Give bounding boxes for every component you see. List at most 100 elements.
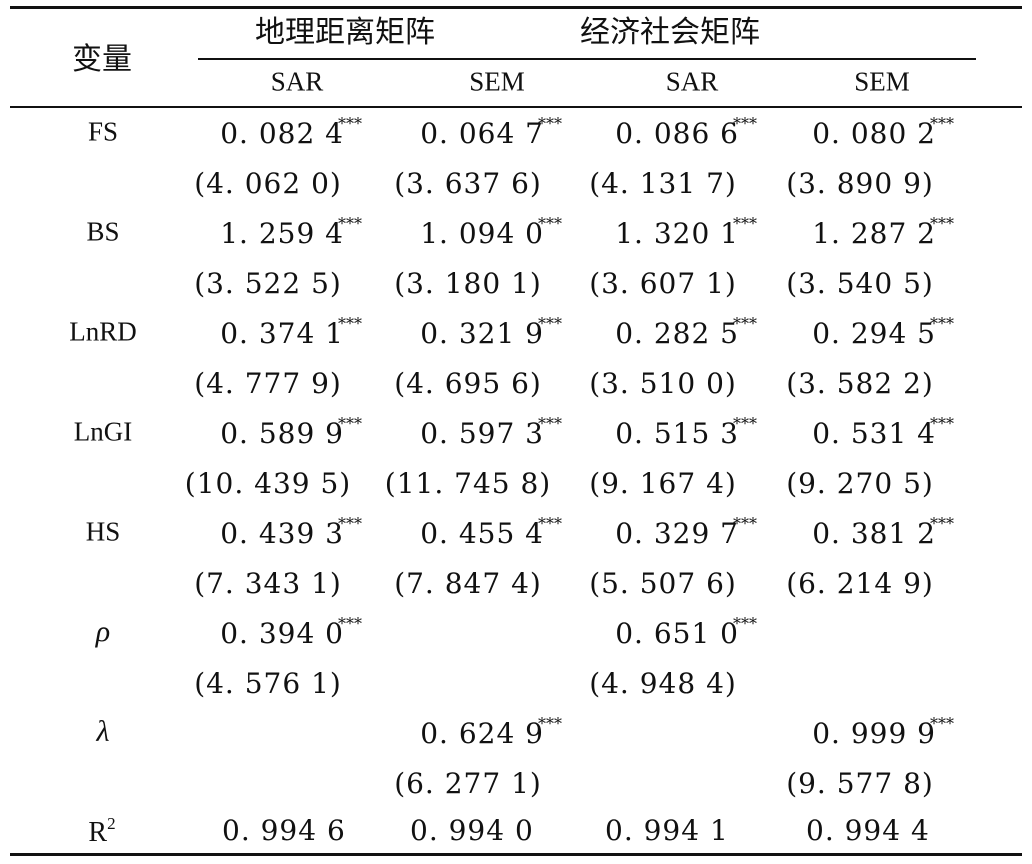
table-cell: 0. 394 0 *** (4. 576 1)	[178, 600, 378, 700]
significance-stars: ***	[733, 614, 757, 633]
table-cell: 0. 064 7 *** (3. 637 6)	[378, 100, 578, 200]
t-statistic: (3. 890 9)	[786, 167, 934, 200]
table-cell: 1. 094 0 *** (3. 180 1)	[378, 200, 578, 300]
t-statistic: (4. 948 4)	[589, 667, 737, 700]
t-statistic: (3. 180 1)	[394, 267, 542, 300]
significance-stars: ***	[338, 514, 362, 533]
t-statistic: (3. 637 6)	[394, 167, 542, 200]
geographic-distance-matrix-header: 地理距离矩阵	[255, 15, 435, 50]
coefficient-value: 0. 624 9	[420, 717, 544, 750]
table-cell: 0. 294 5 *** (3. 582 2)	[770, 300, 970, 400]
significance-stars: ***	[338, 314, 362, 333]
table-cell: 0. 531 4 *** (9. 270 5)	[770, 400, 970, 500]
table-cell: 0. 624 9 *** (6. 277 1)	[378, 700, 578, 800]
coefficient-value: 0. 589 9	[220, 417, 344, 450]
coefficient-value: 0. 651 0	[615, 617, 739, 650]
significance-stars: ***	[338, 414, 362, 433]
significance-stars: ***	[538, 214, 562, 233]
variable-name: BS	[86, 216, 120, 247]
variable-column-header: 变量	[72, 42, 132, 77]
t-statistic: (4. 062 0)	[194, 167, 342, 200]
coefficient-value: 0. 294 5	[812, 317, 936, 350]
t-statistic: (6. 277 1)	[394, 767, 542, 800]
coefficient-value: 1. 094 0	[420, 217, 544, 250]
table-row: LnGI 0. 589 9 *** (10. 439 5) 0. 597 3 *** (11…	[0, 400, 1032, 500]
model-header-sem-econ: SEM	[854, 66, 910, 97]
significance-stars: ***	[733, 314, 757, 333]
significance-stars: ***	[733, 114, 757, 133]
table-cell: 0. 515 3 *** (9. 167 4)	[573, 400, 773, 500]
variable-name: LnRD	[69, 316, 137, 347]
table-row: HS 0. 439 3 *** (7. 343 1) 0. 455 4 *** (7. 84…	[0, 500, 1032, 600]
coefficient-value: 1. 287 2	[812, 217, 936, 250]
table-cell: 0. 321 9 *** (4. 695 6)	[378, 300, 578, 400]
significance-stars: ***	[930, 414, 954, 433]
significance-stars: ***	[538, 314, 562, 333]
coefficient-value: 0. 394 0	[220, 617, 344, 650]
table-cell: 0. 329 7 *** (5. 507 6)	[573, 500, 773, 600]
economic-social-matrix-header: 经济社会矩阵	[580, 15, 760, 50]
t-statistic: (4. 131 7)	[589, 167, 737, 200]
t-statistic: (3. 510 0)	[589, 367, 737, 400]
significance-stars: ***	[930, 314, 954, 333]
table-cell	[178, 700, 378, 800]
t-statistic: (7. 847 4)	[394, 567, 542, 600]
r-squared-label: R2	[88, 814, 116, 848]
t-statistic: (10. 439 5)	[184, 467, 352, 500]
coefficient-value: 0. 064 7	[420, 117, 544, 150]
model-header-sem-geo: SEM	[469, 66, 525, 97]
table-cell	[770, 600, 970, 700]
t-statistic: (6. 214 9)	[786, 567, 934, 600]
significance-stars: ***	[538, 514, 562, 533]
coefficient-value: 0. 321 9	[420, 317, 544, 350]
table-top-rule	[10, 6, 1022, 9]
t-statistic: (3. 522 5)	[194, 267, 342, 300]
significance-stars: ***	[930, 214, 954, 233]
coefficient-value: 0. 381 2	[812, 517, 936, 550]
model-header-sar-econ: SAR	[665, 66, 719, 97]
coefficient-value: 0. 455 4	[420, 517, 544, 550]
table-cell: 0. 374 1 *** (4. 777 9)	[178, 300, 378, 400]
r-squared-value: 0. 994 4	[806, 814, 930, 847]
table-cell: 0. 080 2 *** (3. 890 9)	[770, 100, 970, 200]
significance-stars: ***	[930, 114, 954, 133]
table-row: ρ 0. 394 0 *** (4. 576 1) 0. 651 0 *** (4. 948…	[0, 600, 1032, 700]
group-header-rule	[198, 58, 976, 60]
header-bottom-rule	[10, 106, 1022, 108]
model-header-sar-geo: SAR	[270, 66, 324, 97]
coefficient-value: 0. 282 5	[615, 317, 739, 350]
significance-stars: ***	[538, 414, 562, 433]
coefficient-value: 0. 515 3	[615, 417, 739, 450]
table-cell: 1. 287 2 *** (3. 540 5)	[770, 200, 970, 300]
significance-stars: ***	[538, 714, 562, 733]
table-row: LnRD 0. 374 1 *** (4. 777 9) 0. 321 9 *** (4. …	[0, 300, 1032, 400]
coefficient-value: 1. 259 4	[220, 217, 344, 250]
t-statistic: (11. 745 8)	[384, 467, 552, 500]
t-statistic: (3. 607 1)	[589, 267, 737, 300]
variable-name: FS	[87, 116, 119, 147]
coefficient-value: 0. 329 7	[615, 517, 739, 550]
coefficient-value: 0. 531 4	[812, 417, 936, 450]
significance-stars: ***	[930, 514, 954, 533]
coefficient-value: 0. 597 3	[420, 417, 544, 450]
table-cell	[573, 700, 773, 800]
significance-stars: ***	[733, 214, 757, 233]
r-squared-value: 0. 994 6	[222, 814, 346, 847]
t-statistic: (9. 577 8)	[786, 767, 934, 800]
table-row: BS 1. 259 4 *** (3. 522 5) 1. 094 0 *** (3. 18…	[0, 200, 1032, 300]
significance-stars: ***	[733, 414, 757, 433]
significance-stars: ***	[930, 714, 954, 733]
significance-stars: ***	[338, 614, 362, 633]
table-bottom-rule	[10, 853, 1022, 856]
table-cell: 0. 589 9 *** (10. 439 5)	[178, 400, 378, 500]
table-cell: 0. 282 5 *** (3. 510 0)	[573, 300, 773, 400]
significance-stars: ***	[338, 214, 362, 233]
table-cell: 0. 597 3 *** (11. 745 8)	[378, 400, 578, 500]
t-statistic: (4. 576 1)	[194, 667, 342, 700]
significance-stars: ***	[733, 514, 757, 533]
coefficient-value: 0. 080 2	[812, 117, 936, 150]
table-cell: 0. 439 3 *** (7. 343 1)	[178, 500, 378, 600]
variable-name: ρ	[95, 615, 111, 648]
t-statistic: (3. 582 2)	[786, 367, 934, 400]
